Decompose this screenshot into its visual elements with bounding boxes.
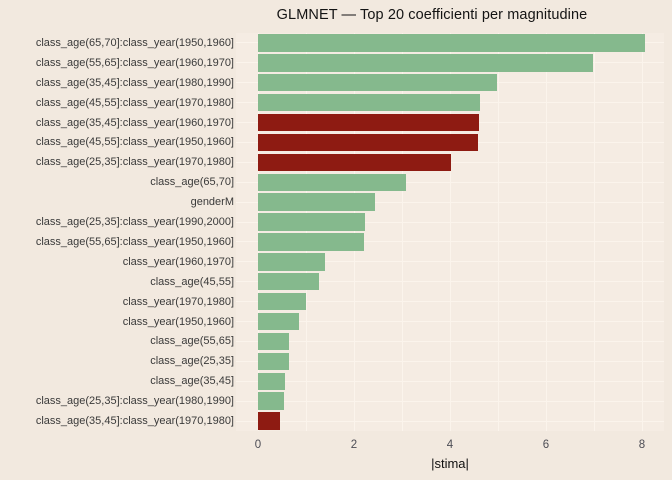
chart-title: GLMNET — Top 20 coefficienti per magnitu…: [276, 7, 588, 23]
bar-negative: [258, 412, 280, 430]
y-axis-label: class_age(35,45]:class_year(1960,1970]: [35, 116, 234, 129]
vertical-gridline: [546, 33, 547, 431]
y-axis-label: class_age(25,35]:class_year(1990,2000]: [35, 216, 234, 229]
bar-negative: [258, 133, 478, 152]
y-axis-label: class_year(1960,1970]: [122, 255, 234, 268]
bar-positive: [258, 312, 299, 331]
bar-positive: [258, 332, 290, 351]
bar-positive: [258, 93, 480, 112]
bar-positive: [258, 173, 406, 191]
x-axis-tick-label: 0: [254, 439, 262, 451]
y-axis-label: class_age(55,65]:class_year(1950,1960]: [35, 235, 234, 248]
vertical-gridline: [594, 33, 595, 431]
y-axis-label: class_age(45,55]: [150, 275, 234, 288]
bar-positive: [258, 34, 645, 52]
horizontal-gridline: [236, 420, 664, 422]
horizontal-gridline: [236, 301, 664, 303]
vertical-gridline: [642, 33, 643, 431]
y-axis-label: class_year(1950,1960]: [122, 315, 234, 328]
bar-positive: [258, 273, 319, 291]
y-axis-label: class_age(55,65]: [150, 335, 234, 348]
y-axis-label: class_age(35,45]:class_year(1980,1990]: [35, 76, 234, 89]
horizontal-gridline: [236, 201, 664, 203]
horizontal-gridline: [236, 221, 664, 223]
vertical-gridline: [306, 33, 307, 431]
x-axis-title: |stima|: [431, 456, 469, 471]
y-axis-label: class_age(35,45]:class_year(1970,1980]: [35, 415, 234, 428]
horizontal-gridline: [236, 321, 664, 323]
bar-negative: [258, 113, 480, 132]
y-axis-label: class_age(65,70]: [150, 176, 234, 189]
horizontal-gridline: [236, 261, 664, 263]
bar-positive: [258, 352, 289, 371]
y-axis-label: class_age(45,55]:class_year(1970,1980]: [35, 96, 234, 109]
y-axis-label: class_age(25,35]:class_year(1970,1980]: [35, 156, 234, 169]
y-axis-label: class_age(25,35]: [150, 355, 234, 368]
horizontal-gridline: [236, 181, 664, 183]
bar-positive: [258, 292, 306, 311]
vertical-gridline: [354, 33, 355, 431]
horizontal-gridline: [236, 241, 664, 243]
bar-positive: [258, 54, 594, 72]
horizontal-gridline: [236, 400, 664, 402]
y-axis-label: genderM: [190, 196, 234, 209]
vertical-gridline: [402, 33, 403, 431]
bar-positive: [258, 213, 366, 231]
bar-positive: [258, 74, 497, 92]
horizontal-gridline: [236, 380, 664, 382]
x-axis-tick-label: 8: [638, 439, 646, 451]
x-axis-tick-label: 2: [350, 439, 358, 451]
y-axis-label: class_age(65,70]:class_year(1950,1960]: [35, 36, 234, 49]
bar-positive: [258, 193, 376, 211]
bar-negative: [258, 153, 452, 172]
x-axis-tick-label: 4: [446, 439, 454, 451]
plot-panel: [236, 33, 664, 431]
y-axis-label: class_age(35,45]: [150, 375, 234, 388]
vertical-gridline: [498, 33, 499, 431]
bar-positive: [258, 372, 285, 390]
vertical-gridline: [258, 33, 259, 431]
bar-positive: [258, 392, 284, 410]
bar-positive: [258, 233, 365, 251]
vertical-gridline: [450, 33, 451, 431]
bar-positive: [258, 253, 326, 271]
y-axis-label: class_age(55,65]:class_year(1960,1970]: [35, 56, 234, 69]
y-axis-label: class_year(1970,1980]: [122, 295, 234, 308]
horizontal-gridline: [236, 360, 664, 362]
horizontal-gridline: [236, 281, 664, 283]
y-axis-label: class_age(25,35]:class_year(1980,1990]: [35, 395, 234, 408]
horizontal-gridline: [236, 340, 664, 342]
y-axis-label: class_age(45,55]:class_year(1950,1960]: [35, 136, 234, 149]
x-axis-tick-label: 6: [542, 439, 550, 451]
